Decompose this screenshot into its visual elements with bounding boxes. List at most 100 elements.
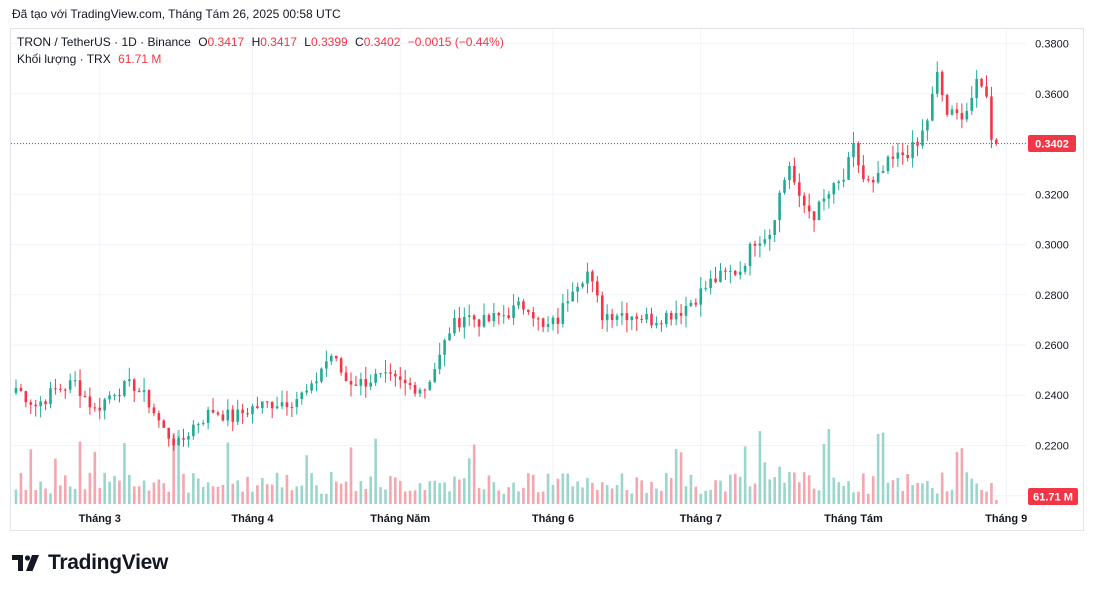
candle-body xyxy=(596,281,599,296)
volume-bar xyxy=(472,444,476,504)
volume-bar xyxy=(985,491,988,504)
candle-body xyxy=(398,376,402,380)
candle-body xyxy=(192,424,195,437)
candle-body xyxy=(453,318,456,334)
candle-body xyxy=(206,409,210,424)
high-value: 0.3417 xyxy=(260,35,297,49)
volume-bar xyxy=(527,473,530,504)
volume-bar xyxy=(714,480,717,504)
volume-bar xyxy=(123,443,126,504)
volume-bar xyxy=(192,473,195,504)
candle-body xyxy=(862,165,865,180)
candle-body xyxy=(886,156,890,171)
volume-bar xyxy=(359,481,363,504)
candle-body xyxy=(512,305,515,318)
candle-body xyxy=(261,401,264,409)
candle-body xyxy=(482,314,486,327)
volume-bar xyxy=(724,491,727,504)
volume-bar xyxy=(394,477,397,504)
volume-bar xyxy=(886,482,890,504)
low-label: L xyxy=(304,35,311,49)
volume-bar xyxy=(704,490,708,504)
volume-bar xyxy=(965,472,969,504)
candle-body xyxy=(389,372,392,374)
time-axis: Tháng 3 Tháng 4 Tháng Năm Tháng 6 Tháng 7 Thá… xyxy=(79,513,1028,525)
candle-body xyxy=(354,384,358,386)
candle-body xyxy=(211,409,215,413)
candle-body xyxy=(586,271,589,284)
x-tick-label: Tháng 7 xyxy=(680,513,722,525)
volume-bar xyxy=(502,493,506,504)
candle-body xyxy=(817,201,821,221)
candle-body xyxy=(24,391,28,403)
volume-bar xyxy=(729,474,732,504)
volume-bar xyxy=(128,474,131,504)
volume-bar xyxy=(753,483,757,504)
volume-bar xyxy=(975,483,978,504)
volume-bar xyxy=(113,475,116,504)
volume-bar xyxy=(19,472,23,504)
candle-body xyxy=(364,379,368,387)
candle-body xyxy=(73,380,77,382)
volume-bar xyxy=(876,433,880,504)
candle-body xyxy=(448,333,451,341)
volume-bar xyxy=(586,477,589,504)
volume-bar xyxy=(54,458,57,504)
volume-bar xyxy=(108,481,111,504)
candle-body xyxy=(123,381,126,396)
volume-bar xyxy=(93,451,97,504)
candle-body xyxy=(660,323,663,325)
candle-body xyxy=(724,270,727,272)
candle-body xyxy=(743,265,747,272)
tradingview-logo[interactable]: TradingView xyxy=(12,551,168,575)
volume-bar xyxy=(793,472,796,504)
candle-body xyxy=(738,271,742,275)
candle-body xyxy=(142,390,146,392)
candle-body xyxy=(265,401,269,403)
volume-bar xyxy=(68,486,72,504)
candle-body xyxy=(34,404,38,407)
candle-body xyxy=(128,379,131,382)
candle-body xyxy=(177,438,180,446)
candle-body xyxy=(418,389,422,394)
candle-body xyxy=(349,381,353,385)
volume-bar xyxy=(206,482,210,504)
symbol-title[interactable]: TRON / TetherUS · 1D · Binance xyxy=(17,35,191,49)
candle-body xyxy=(571,291,574,302)
volume-bar xyxy=(783,482,786,504)
candle-body xyxy=(527,309,530,312)
candle-body xyxy=(256,406,259,409)
candle-body xyxy=(88,396,92,408)
volume-label[interactable]: Khối lượng · TRX xyxy=(17,52,111,66)
candle-body xyxy=(556,317,560,324)
candle-body xyxy=(807,205,811,212)
volume-bar xyxy=(398,480,402,504)
volume-bar xyxy=(374,438,377,504)
volume-bar xyxy=(822,443,826,504)
volume-bar xyxy=(162,483,166,504)
volume-bars xyxy=(14,429,998,504)
volume-bar xyxy=(226,442,230,504)
volume-bar xyxy=(812,488,816,504)
candles xyxy=(14,61,998,451)
volume-bar xyxy=(295,486,299,504)
volume-bar xyxy=(265,484,269,504)
candle-body xyxy=(615,315,619,320)
close-value: 0.3402 xyxy=(363,35,401,49)
candle-body xyxy=(201,423,205,425)
volume-bar xyxy=(541,491,545,504)
candle-body xyxy=(374,373,377,383)
candle-body xyxy=(285,402,289,408)
chart-frame xyxy=(10,28,1084,531)
volume-bar xyxy=(699,493,703,504)
volume-bar xyxy=(507,487,510,504)
candle-body xyxy=(334,355,338,359)
volume-bar xyxy=(660,490,663,504)
volume-bar xyxy=(926,480,929,504)
candle-body xyxy=(684,305,688,316)
candle-body xyxy=(379,373,382,375)
candle-body xyxy=(945,95,949,115)
y-tick-label: 0.2800 xyxy=(1035,290,1069,302)
volume-bar xyxy=(650,482,653,504)
